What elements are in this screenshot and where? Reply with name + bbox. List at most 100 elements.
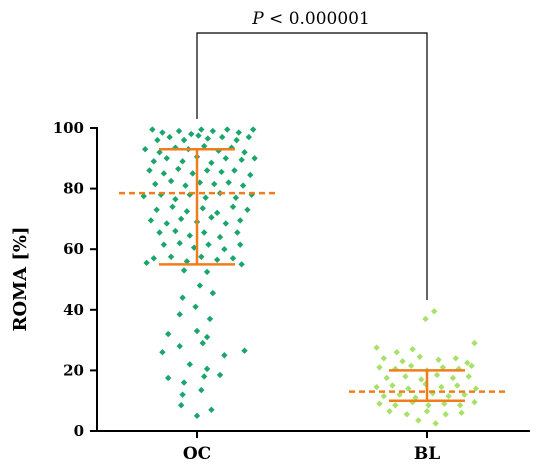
data-point-oc	[198, 386, 205, 394]
data-point-oc	[233, 136, 240, 144]
y-tick-label: 0	[74, 422, 84, 440]
data-point-bl	[456, 402, 464, 409]
data-point-oc	[160, 170, 168, 177]
data-point-oc	[186, 232, 193, 239]
data-point-oc	[237, 241, 244, 248]
data-point-oc	[150, 255, 157, 262]
data-point-oc	[150, 158, 157, 165]
data-point-oc	[225, 179, 232, 186]
data-point-oc	[192, 303, 199, 310]
data-point-bl	[454, 382, 461, 389]
data-point-oc	[238, 156, 245, 164]
data-point-oc	[241, 347, 248, 354]
data-point-bl	[376, 400, 383, 407]
data-point-oc	[165, 330, 172, 338]
data-point-oc	[216, 371, 224, 379]
data-point-oc	[157, 191, 165, 198]
data-point-bl	[461, 391, 468, 398]
data-point-oc	[152, 180, 159, 188]
data-point-oc	[175, 127, 183, 135]
data-point-bl	[415, 417, 422, 424]
data-point-oc	[177, 215, 185, 223]
x-category-label: BL	[414, 444, 440, 464]
data-point-oc	[160, 241, 168, 248]
data-point-bl	[425, 402, 432, 409]
data-point-oc	[198, 253, 205, 260]
y-axis-title: ROMA [%]	[10, 227, 31, 332]
data-point-oc	[169, 203, 176, 210]
data-point-oc	[201, 373, 208, 380]
bracket-line	[196, 32, 428, 300]
data-point-bl	[416, 353, 423, 360]
data-point-oc	[251, 155, 258, 162]
data-point-bl	[431, 308, 438, 315]
data-point-oc	[203, 268, 211, 276]
data-point-bl	[380, 392, 387, 400]
data-point-oc	[177, 402, 185, 409]
data-point-oc	[183, 258, 191, 265]
data-point-bl	[465, 373, 472, 380]
summary-lines	[119, 147, 505, 402]
data-point-oc	[219, 133, 226, 141]
data-point-oc	[213, 209, 221, 217]
data-point-oc	[175, 165, 182, 173]
data-point-oc	[205, 241, 212, 248]
data-point-oc	[224, 126, 231, 133]
data-point-oc	[241, 149, 248, 156]
data-point-bl	[452, 355, 459, 362]
data-point-oc	[206, 315, 214, 323]
data-point-oc	[163, 220, 170, 227]
data-point-oc	[247, 171, 254, 179]
data-point-bl	[402, 373, 409, 380]
data-point-oc	[208, 159, 215, 167]
data-point-oc	[179, 294, 186, 301]
data-point-oc	[172, 196, 179, 203]
data-point-oc	[199, 339, 206, 347]
data-point-bl	[393, 349, 400, 356]
data-point-oc	[176, 342, 183, 350]
data-point-oc	[183, 208, 191, 215]
data-point-oc	[209, 127, 217, 135]
data-point-bl	[458, 409, 465, 417]
data-point-bl	[433, 371, 441, 379]
data-point-bl	[407, 362, 415, 370]
y-tick-label: 60	[63, 240, 84, 258]
data-point-bl	[405, 385, 412, 392]
data-point-oc	[221, 246, 228, 253]
data-point-bl	[409, 345, 416, 353]
data-point-oc	[211, 180, 218, 188]
data-point-oc	[140, 192, 147, 200]
data-point-oc	[199, 205, 206, 212]
data-point-oc	[167, 253, 175, 260]
data-point-oc	[176, 239, 183, 247]
data-point-bl	[464, 359, 471, 367]
data-point-oc	[204, 135, 211, 142]
data-point-oc	[216, 233, 224, 241]
data-point-bl	[442, 411, 449, 418]
data-point-oc	[182, 182, 189, 189]
data-point-oc	[180, 267, 188, 274]
data-point-oc	[163, 155, 170, 162]
data-point-bl	[392, 402, 399, 409]
y-ticks: 0 20 40 60 80 100	[53, 119, 97, 440]
data-point-oc	[167, 177, 175, 185]
data-point-oc	[229, 255, 237, 262]
data-point-bl	[422, 315, 429, 323]
data-point-bl	[376, 364, 383, 371]
data-point-oc	[180, 136, 188, 144]
data-point-oc	[154, 136, 161, 144]
data-point-oc	[245, 133, 253, 141]
data-point-oc	[213, 256, 221, 264]
data-point-bl	[373, 383, 380, 391]
data-point-bl	[439, 364, 447, 371]
data-point-oc	[165, 374, 172, 382]
data-point-bl	[435, 356, 442, 363]
data-point-oc	[153, 206, 160, 214]
data-point-oc	[229, 203, 237, 210]
data-point-oc	[156, 229, 163, 236]
data-point-oc	[235, 129, 242, 136]
data-point-oc	[179, 391, 186, 398]
y-tick-label: 100	[53, 119, 84, 137]
data-point-oc	[188, 130, 195, 138]
data-point-oc	[156, 149, 163, 156]
